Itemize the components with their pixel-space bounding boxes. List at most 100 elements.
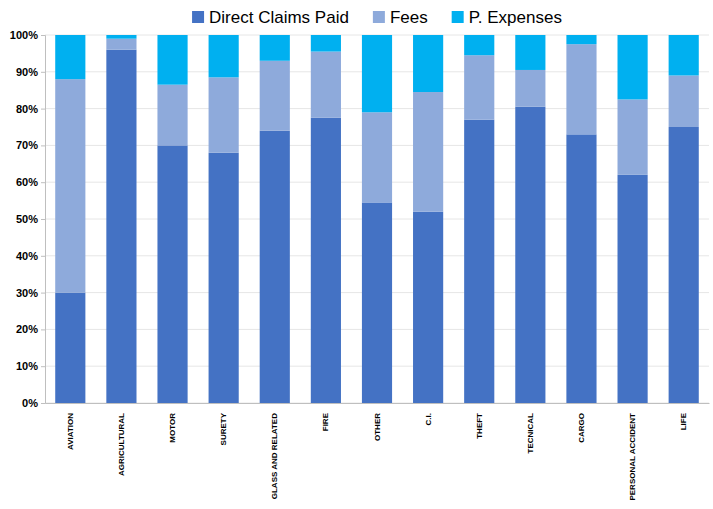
tick: 0% <box>22 397 45 409</box>
tick-label: 50% <box>16 213 38 225</box>
legend-item: P. Expenses <box>452 8 562 27</box>
bar <box>515 107 545 403</box>
series <box>55 35 699 112</box>
bar <box>106 35 136 39</box>
tick-label: 100% <box>10 29 38 41</box>
category-label: THEFT <box>475 413 484 439</box>
tick-mark <box>41 256 45 257</box>
category-label: MOTOR <box>168 413 177 443</box>
legend-label: P. Expenses <box>469 8 562 27</box>
bar <box>55 35 85 79</box>
category-label: PERSONAL ACCIDENT <box>628 413 637 501</box>
bar <box>413 212 443 403</box>
tick-mark <box>41 366 45 367</box>
bar <box>362 202 392 403</box>
tick: FIRE <box>321 403 330 431</box>
bar <box>413 92 443 212</box>
bar <box>362 35 392 112</box>
tick: 20% <box>16 323 45 335</box>
tick: 30% <box>16 287 45 299</box>
bar <box>413 35 443 92</box>
tick-mark <box>41 145 45 146</box>
category-label: SURETY <box>219 412 228 445</box>
bar <box>260 35 290 61</box>
bar <box>362 112 392 202</box>
bar <box>55 79 85 292</box>
tick: 10% <box>16 360 45 372</box>
bar <box>669 127 699 403</box>
bars <box>55 35 699 403</box>
tick: SURETY <box>219 403 228 445</box>
tick-label: 10% <box>16 360 38 372</box>
bar <box>106 39 136 50</box>
tick-mark <box>41 329 45 330</box>
legend-item: Direct Claims Paid <box>192 8 349 27</box>
tick: 40% <box>16 250 45 262</box>
legend-label: Fees <box>390 8 428 27</box>
bar <box>106 50 136 403</box>
tick: MOTOR <box>168 403 177 443</box>
tick-label: 70% <box>16 139 38 151</box>
chart: 0% 10% 20% 30% 40% 50% 60% 70% 80% 90% 100% AVIATIO… <box>0 0 713 509</box>
bar <box>311 118 341 403</box>
bar <box>157 35 187 85</box>
category-label: C.I. <box>424 413 433 425</box>
category-label: LIFE <box>679 412 688 430</box>
tick: THEFT <box>475 403 484 439</box>
tick: OTHER <box>373 403 382 441</box>
bar <box>209 35 239 77</box>
axis-line <box>41 36 46 404</box>
bar <box>157 145 187 403</box>
bar <box>515 70 545 107</box>
tick: 60% <box>16 176 45 188</box>
legend-label: Direct Claims Paid <box>209 8 349 27</box>
tick: 80% <box>16 103 45 115</box>
tick: 70% <box>16 139 45 151</box>
bar <box>669 35 699 75</box>
category-label: OTHER <box>373 413 382 441</box>
legend-swatch <box>373 11 385 23</box>
tick-mark <box>41 219 45 220</box>
bar <box>260 61 290 131</box>
bar <box>566 44 596 134</box>
bar <box>618 99 648 174</box>
tick-label: 80% <box>16 103 38 115</box>
tick: AVIATION <box>66 403 75 450</box>
legend-item: Fees <box>373 8 428 27</box>
bar <box>260 131 290 403</box>
tick: C.I. <box>424 403 433 425</box>
tick: LIFE <box>679 403 688 430</box>
tick-mark <box>41 182 45 183</box>
tick-mark <box>41 403 45 404</box>
tick: 100% <box>10 29 45 41</box>
tick-mark <box>41 293 45 294</box>
bar <box>618 175 648 403</box>
legend: Direct Claims Paid Fees P. Expenses <box>192 8 562 27</box>
tick: CARGO <box>577 403 586 443</box>
tick-label: 30% <box>16 287 38 299</box>
bar <box>55 293 85 403</box>
bar <box>669 75 699 127</box>
tick: 50% <box>16 213 45 225</box>
x-axis: AVIATIONAGRICULTURALMOTORSURETYGLASS AND… <box>46 403 710 501</box>
axis-line <box>46 403 710 404</box>
bar <box>464 35 494 55</box>
bar <box>464 55 494 119</box>
tick: TECNICAL <box>526 403 535 453</box>
category-label: AGRICULTURAL <box>117 413 126 476</box>
bar <box>209 153 239 403</box>
tick-label: 60% <box>16 176 38 188</box>
tick-label: 90% <box>16 66 38 78</box>
bar <box>209 77 239 152</box>
y-axis: 0% 10% 20% 30% 40% 50% 60% 70% 80% 90% 100% <box>10 29 46 409</box>
category-label: CARGO <box>577 413 586 443</box>
tick: 90% <box>16 66 45 78</box>
bar <box>311 52 341 118</box>
category-label: TECNICAL <box>526 413 535 454</box>
legend-swatch <box>192 11 204 23</box>
category-label: AVIATION <box>66 413 75 450</box>
bar <box>464 120 494 403</box>
tick-label: 40% <box>16 250 38 262</box>
bar <box>157 85 187 146</box>
tick-label: 20% <box>16 323 38 335</box>
